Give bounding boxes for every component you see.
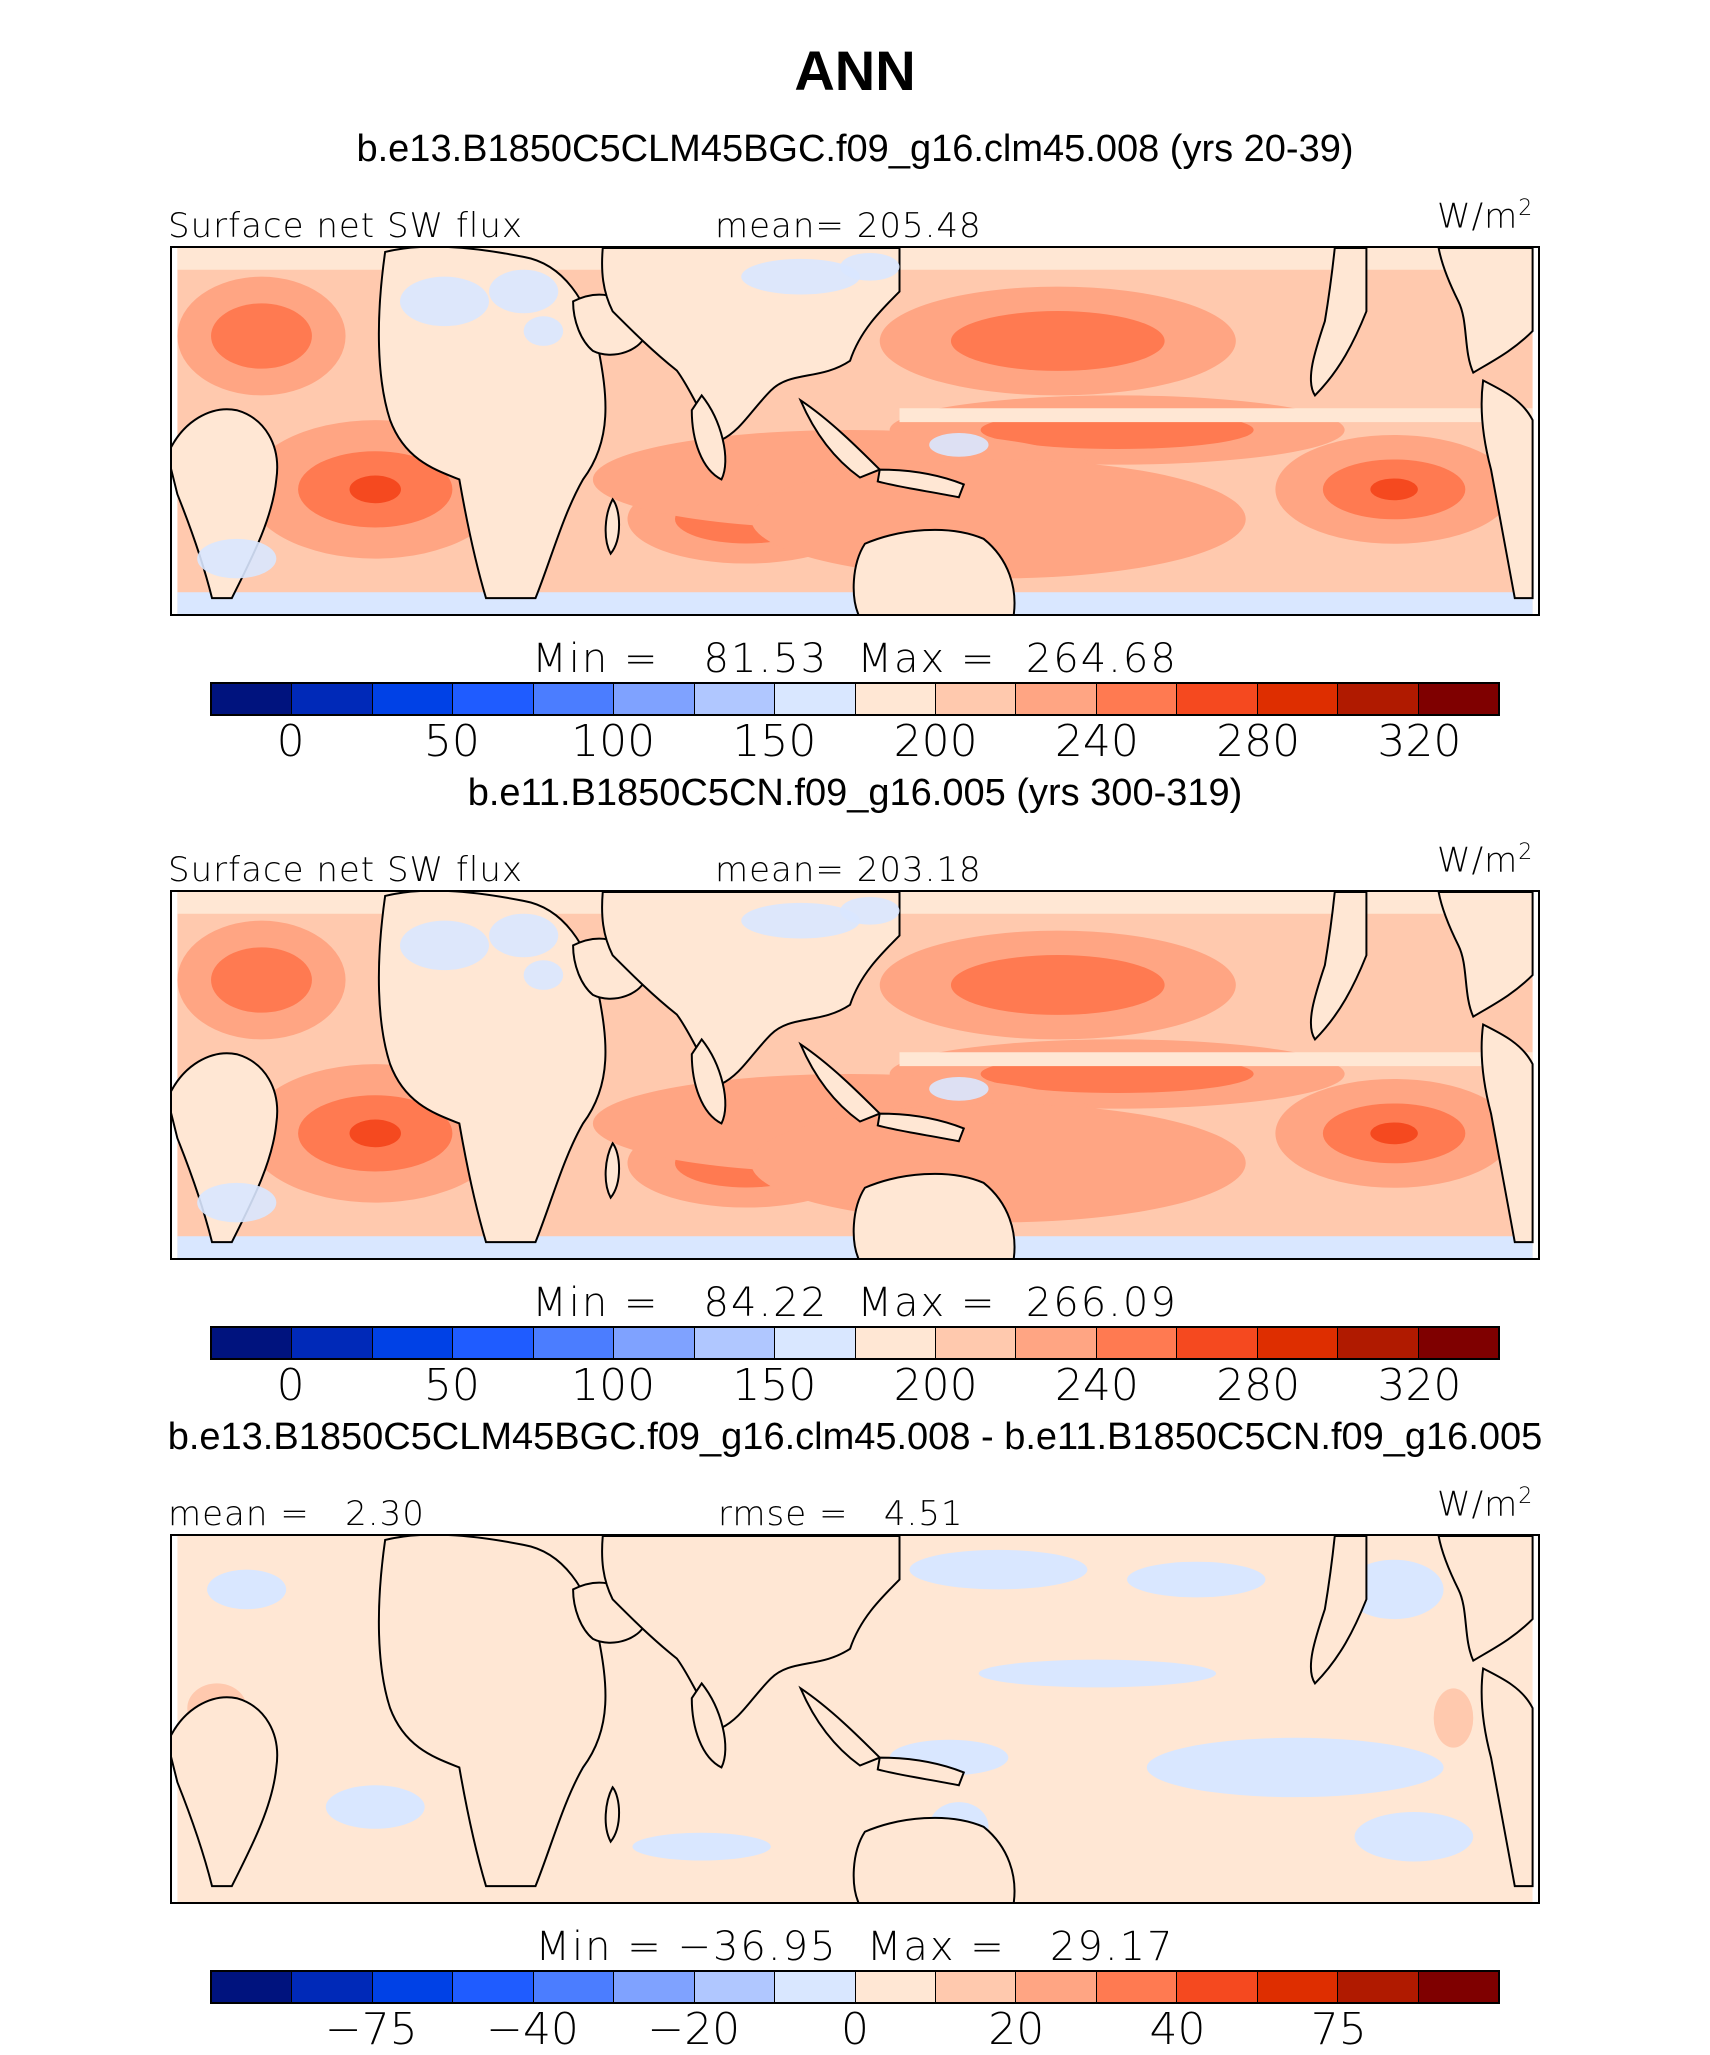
panel-3-map [170, 1534, 1540, 1904]
panel-2-colorbar-ticks: 0 50 100 150 200 240 280 320 [210, 1360, 1500, 1411]
panel-3-case-title: b.e13.B1850C5CLM45BGC.f09_g16.clm45.008 … [167, 1416, 1543, 1458]
colorbar-tick-label: 50 [423, 716, 480, 767]
colorbar-swatch [1338, 1972, 1419, 2002]
colorbar-swatch [855, 1972, 936, 2002]
colorbar-swatch [1016, 684, 1097, 714]
panel-2-unit-label: W/m2 [1437, 840, 1534, 881]
panel-1-unit-label: W/m2 [1437, 196, 1534, 237]
colorbar-tick-label: 100 [571, 716, 656, 767]
colorbar-swatch [1257, 684, 1339, 714]
colorbar-swatch [1016, 1972, 1097, 2002]
panel-3-rmse-label: rmse = 4.51 [718, 1494, 964, 1534]
colorbar-swatch [855, 684, 936, 714]
colorbar-swatch [1418, 1328, 1498, 1358]
colorbar-swatch [1177, 1328, 1258, 1358]
panel-1-variable-label: Surface net SW flux [168, 206, 524, 246]
colorbar-swatch [775, 684, 856, 714]
colorbar-swatch [372, 1972, 454, 2002]
colorbar-swatch [775, 1972, 856, 2002]
colorbar-swatch [775, 1328, 856, 1358]
colorbar-swatch [855, 1328, 936, 1358]
colorbar-swatch [694, 684, 776, 714]
panel-3-colorbar-ticks: −75 −40 −20 0 20 40 75 [210, 2004, 1500, 2055]
panel-1-colorbar-ticks: 0 50 100 150 200 240 280 320 [210, 716, 1500, 767]
colorbar-swatch [453, 684, 534, 714]
colorbar-swatch [694, 1328, 776, 1358]
colorbar-swatch [372, 1328, 454, 1358]
colorbar-swatch [935, 1328, 1017, 1358]
colorbar-tick-label: 150 [732, 1360, 817, 1411]
panel-2-colorbar [210, 1326, 1500, 1360]
colorbar-swatch [1418, 1972, 1498, 2002]
colorbar-tick-label: 75 [1310, 2004, 1367, 2055]
panel-3-unit-label: W/m2 [1437, 1484, 1534, 1525]
colorbar-swatch [1338, 684, 1419, 714]
colorbar-swatch [533, 684, 615, 714]
colorbar-swatch [372, 684, 454, 714]
colorbar-swatch [292, 684, 373, 714]
colorbar-swatch [614, 1972, 695, 2002]
colorbar-swatch [1257, 1328, 1339, 1358]
colorbar-tick-label: 200 [893, 1360, 978, 1411]
colorbar-swatch [533, 1972, 615, 2002]
colorbar-tick-label: 150 [732, 716, 817, 767]
colorbar-swatch [1257, 1972, 1339, 2002]
colorbar-swatch [212, 1972, 293, 2002]
panel-2-case-title: b.e11.B1850C5CN.f09_g16.005 (yrs 300-319… [467, 772, 1243, 814]
panel-1-colorbar [210, 682, 1500, 716]
colorbar-swatch [614, 684, 695, 714]
colorbar-tick-label: 0 [276, 1360, 305, 1411]
colorbar-swatch [1177, 684, 1258, 714]
colorbar-tick-label: −20 [647, 2004, 741, 2055]
colorbar-tick-label: 0 [276, 716, 305, 767]
colorbar-swatch [1177, 1972, 1258, 2002]
panel-3-mean-label: mean = 2.30 [168, 1494, 425, 1534]
colorbar-tick-label: 20 [988, 2004, 1045, 2055]
colorbar-tick-label: 0 [841, 2004, 869, 2055]
colorbar-swatch [533, 1328, 615, 1358]
colorbar-swatch [935, 1972, 1017, 2002]
colorbar-swatch [453, 1328, 534, 1358]
panel-2-variable-label: Surface net SW flux [168, 850, 524, 890]
colorbar-tick-label: 40 [1149, 2004, 1206, 2055]
colorbar-swatch [1016, 1328, 1097, 1358]
panel-1-case-title: b.e13.B1850C5CLM45BGC.f09_g16.clm45.008 … [356, 128, 1354, 170]
panel-1-minmax: Min = 81.53 Max = 264.68 [532, 636, 1178, 682]
colorbar-tick-label: 280 [1216, 1360, 1301, 1411]
colorbar-swatch [1338, 1328, 1419, 1358]
colorbar-swatch [1096, 684, 1178, 714]
colorbar-swatch [292, 1328, 373, 1358]
colorbar-tick-label: 50 [423, 1360, 480, 1411]
colorbar-tick-label: −75 [324, 2004, 418, 2055]
colorbar-swatch [1418, 684, 1498, 714]
colorbar-tick-label: 100 [571, 1360, 656, 1411]
panel-1-mean-label: mean= 205.48 [715, 206, 982, 246]
colorbar-swatch [614, 1328, 695, 1358]
panel-3-minmax: Min = −36.95 Max = 29.17 [535, 1924, 1175, 1970]
colorbar-swatch [292, 1972, 373, 2002]
colorbar-swatch [1096, 1972, 1178, 2002]
colorbar-swatch [453, 1972, 534, 2002]
colorbar-swatch [694, 1972, 776, 2002]
colorbar-tick-label: 200 [893, 716, 978, 767]
panel-2-map [170, 890, 1540, 1260]
panel-1-map [170, 246, 1540, 616]
colorbar-swatch [212, 684, 293, 714]
panel-3-colorbar [210, 1970, 1500, 2004]
panel-2-mean-label: mean= 203.18 [715, 850, 982, 890]
colorbar-tick-label: 320 [1377, 716, 1462, 767]
panel-2-minmax: Min = 84.22 Max = 266.09 [532, 1280, 1178, 1326]
colorbar-swatch [212, 1328, 293, 1358]
colorbar-tick-label: 280 [1216, 716, 1301, 767]
colorbar-tick-label: −40 [486, 2004, 579, 2055]
figure-title: ANN [794, 39, 916, 102]
colorbar-tick-label: 240 [1054, 716, 1139, 767]
colorbar-tick-label: 240 [1054, 1360, 1139, 1411]
colorbar-swatch [1096, 1328, 1178, 1358]
colorbar-swatch [935, 684, 1017, 714]
colorbar-tick-label: 320 [1377, 1360, 1462, 1411]
